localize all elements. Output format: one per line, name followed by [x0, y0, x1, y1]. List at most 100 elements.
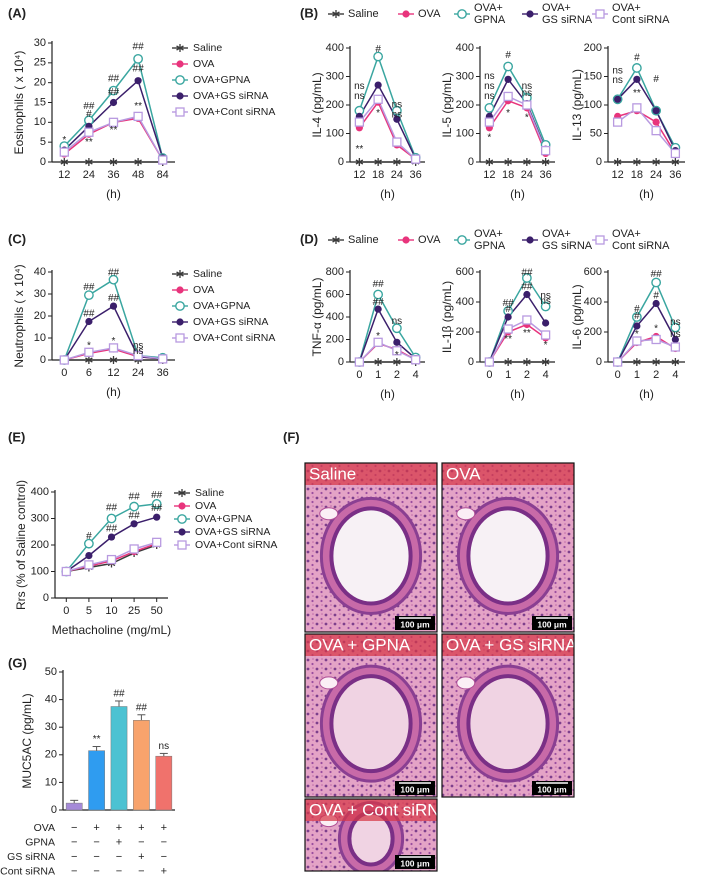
annotation: # — [86, 109, 92, 120]
data-point — [61, 566, 71, 577]
data-point — [632, 103, 642, 113]
data-point — [541, 358, 550, 366]
legend-item-box: OVA — [418, 8, 441, 20]
series-line — [358, 307, 417, 363]
x-axis-label: (h) — [106, 385, 121, 399]
x-tick-label: 12 — [612, 169, 624, 181]
series-line — [358, 341, 416, 363]
y-tick-label: 400 — [326, 311, 344, 323]
row-sign: − — [71, 865, 77, 877]
data-point — [354, 357, 365, 367]
airway-lumen — [466, 506, 550, 606]
annotation: * — [395, 350, 399, 361]
caption-bg — [305, 799, 437, 821]
row-sign: − — [71, 836, 77, 848]
data-point — [631, 63, 642, 73]
legend-marker — [176, 270, 184, 278]
scale-bar-bg — [395, 781, 435, 795]
vessel — [319, 507, 339, 521]
data-point — [633, 322, 641, 330]
data-point — [503, 324, 513, 334]
y-tick-label: 0 — [596, 156, 602, 168]
data-point — [670, 342, 681, 352]
annotation: ## — [129, 491, 141, 502]
data-point — [671, 335, 679, 344]
data-point — [503, 91, 513, 102]
data-point — [484, 102, 495, 113]
legend-label: OVA — [418, 8, 441, 20]
x-tick-label: 36 — [410, 169, 422, 181]
x-tick-label: 36 — [540, 169, 552, 181]
y-tick-label: 200 — [326, 333, 344, 345]
y-tick-label: 25 — [34, 57, 46, 69]
annotation: ## — [521, 282, 533, 293]
data-point — [651, 334, 661, 345]
vessel — [319, 676, 339, 690]
annotation: ## — [106, 503, 118, 514]
data-point — [106, 554, 117, 565]
x-axis-label: (h) — [106, 187, 121, 201]
bar — [155, 755, 173, 811]
annotation: # — [634, 304, 640, 315]
caption-bg — [442, 463, 574, 485]
data-point — [85, 317, 93, 326]
scale-bar-bg — [532, 781, 572, 795]
series-line — [488, 276, 547, 363]
data-point — [540, 145, 551, 156]
row-sign: − — [161, 836, 167, 848]
annotation: ** — [85, 137, 93, 148]
annotation: ## — [373, 279, 385, 290]
data-point — [542, 319, 550, 327]
series-line — [488, 293, 547, 363]
data-point — [652, 158, 660, 166]
annotation: * — [525, 112, 529, 123]
annotation: ## — [108, 73, 120, 84]
row-sign: − — [161, 851, 167, 863]
legend-label: OVA+ GPNA — [474, 228, 506, 252]
legend-label: OVA+GPNA — [193, 74, 250, 86]
scale-bar-label: 100 μm — [400, 858, 430, 868]
data-point — [392, 346, 402, 356]
legend-marker — [176, 286, 184, 294]
annotation: ** — [110, 125, 118, 136]
data-point — [84, 290, 94, 300]
y-tick-label: 40 — [34, 266, 46, 278]
data-point — [106, 513, 117, 524]
x-tick-label: 0 — [486, 369, 492, 381]
legend-item-box: OVA+ Cont siRNA — [612, 228, 669, 252]
series-line — [488, 99, 547, 154]
legend-marker — [176, 60, 184, 68]
data-point — [652, 107, 660, 115]
panel-label: (A) — [8, 5, 26, 20]
annotation: ns — [612, 75, 623, 86]
legend-item-box: Saline — [348, 8, 379, 20]
annotation: ** — [523, 328, 531, 339]
image-caption: OVA + Cont siRNA — [309, 800, 452, 819]
panel-label: (C) — [8, 231, 26, 246]
x-axis-label: (h) — [380, 187, 395, 201]
legend-marker — [178, 502, 186, 510]
data-point — [614, 95, 622, 103]
vessel — [456, 507, 476, 521]
x-tick-label: 24 — [132, 367, 144, 379]
x-tick-label: 24 — [650, 169, 662, 181]
panel-label: (E) — [8, 429, 25, 444]
row-sign: − — [93, 836, 99, 848]
annotation: * — [654, 324, 658, 335]
legend-item-box: OVA+ GS siRNA — [542, 2, 592, 26]
annotation: ns — [133, 340, 144, 351]
row-sign: + — [138, 822, 144, 834]
annotation: ns — [133, 346, 144, 357]
legend-marker — [175, 333, 185, 343]
x-tick-label: 6 — [86, 367, 92, 379]
legend-marker — [178, 528, 186, 536]
annotation: # — [505, 50, 511, 61]
data-point — [134, 158, 142, 166]
data-point — [391, 105, 402, 116]
y-tick-label: 0 — [40, 156, 46, 168]
annotation: * — [544, 340, 548, 351]
legend-label: OVA+Cont siRNA — [193, 332, 275, 344]
data-point — [133, 350, 143, 361]
x-tick-label: 2 — [524, 369, 530, 381]
y-tick-label: 200 — [456, 99, 474, 111]
